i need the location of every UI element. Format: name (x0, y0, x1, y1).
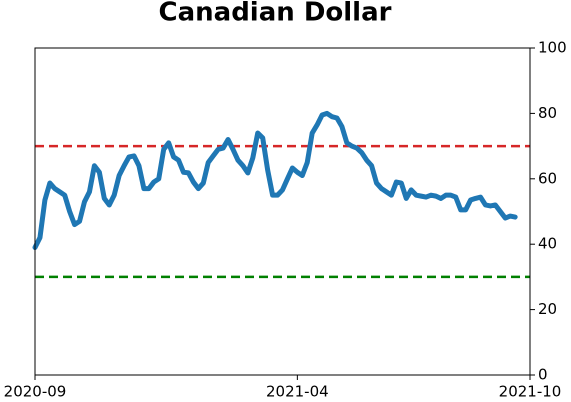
y-tick-label: 20 (538, 300, 557, 318)
chart-title: Canadian Dollar (159, 0, 392, 28)
y-tick-label: 40 (538, 235, 557, 253)
x-tick-label: 2020-09 (4, 383, 67, 401)
y-tick-label: 80 (538, 104, 557, 122)
x-tick-label: 2021-04 (266, 383, 329, 401)
plot-frame (34, 47, 531, 376)
y-tick-label: 60 (538, 169, 557, 187)
y-tick-label: 0 (538, 366, 548, 384)
line-series (32, 110, 518, 250)
y-tick-label: 100 (538, 39, 567, 57)
x-tick-label: 2021-10 (499, 383, 562, 401)
